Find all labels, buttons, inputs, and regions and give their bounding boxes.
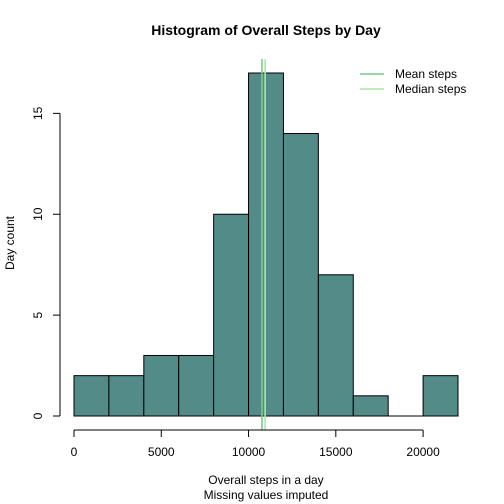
chart-title: Histogram of Overall Steps by Day xyxy=(151,22,381,38)
histogram-bar-0 xyxy=(73,375,110,417)
x-tick-label-0: 0 xyxy=(71,445,78,459)
histogram-bar-6 xyxy=(282,133,319,417)
y-tick-label-1: 5 xyxy=(31,311,45,318)
x-tick-label-2: 10000 xyxy=(232,445,266,459)
x-axis-sublabel: Missing values imputed xyxy=(204,488,329,502)
x-tick-label-4: 20000 xyxy=(406,445,440,459)
histogram-bar-3 xyxy=(178,354,215,417)
histogram-bar-8 xyxy=(352,395,389,417)
histogram-bar-2 xyxy=(143,354,180,417)
legend-label-0: Mean steps xyxy=(395,67,457,81)
reference-lines-group xyxy=(261,59,266,430)
legend-label-1: Median steps xyxy=(395,82,466,96)
histogram-bar-5 xyxy=(248,72,284,417)
x-tick-label-1: 5000 xyxy=(148,445,175,459)
histogram-bar-10 xyxy=(422,375,459,417)
x-axis-label: Overall steps in a day xyxy=(208,473,323,487)
x-tick-label-3: 15000 xyxy=(319,445,353,459)
bars-group xyxy=(73,72,459,417)
histogram-bar-7 xyxy=(317,274,354,417)
histogram-bar-4 xyxy=(213,213,250,417)
histogram-bar-1 xyxy=(108,375,145,417)
y-tick-label-2: 10 xyxy=(31,207,45,221)
y-tick-label-0: 0 xyxy=(31,412,45,419)
x-axis: 0 5000 10000 15000 20000 xyxy=(71,429,440,459)
y-tick-label-3: 15 xyxy=(31,106,45,120)
y-axis-label: Day count xyxy=(3,215,17,270)
y-axis: 0 5 10 15 xyxy=(31,106,61,419)
